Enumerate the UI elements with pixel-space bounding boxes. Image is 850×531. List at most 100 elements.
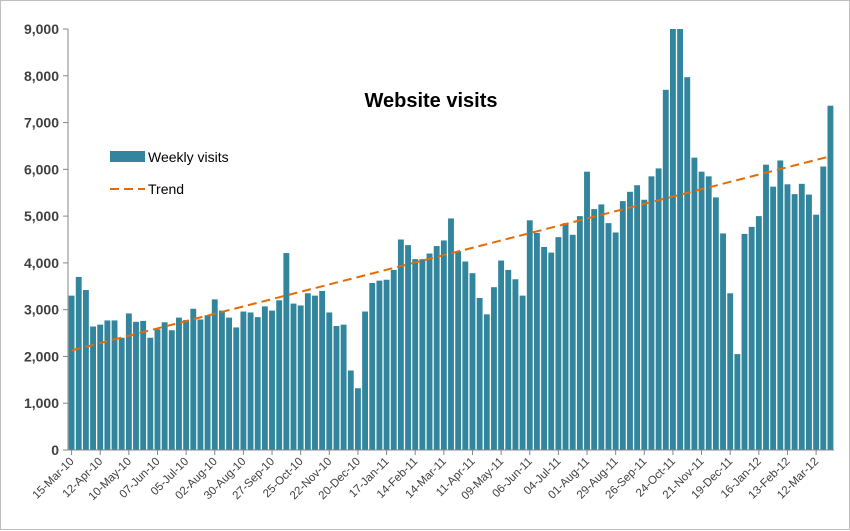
bar [104, 320, 111, 450]
bar [598, 204, 605, 450]
bar [634, 185, 641, 451]
y-tick-label: 2,000 [24, 348, 59, 364]
bar [462, 261, 469, 450]
bar [584, 171, 590, 451]
bar [218, 310, 225, 450]
bar [791, 194, 798, 450]
bar [440, 240, 447, 450]
bar [168, 330, 175, 450]
bar [383, 279, 390, 450]
bar [161, 322, 168, 450]
y-tick-label: 7,000 [24, 115, 59, 131]
bar [677, 29, 684, 450]
bar [133, 321, 139, 450]
bar [183, 319, 190, 450]
bar [426, 253, 433, 450]
bar [798, 183, 805, 450]
bar [734, 354, 741, 450]
bar [376, 280, 383, 450]
y-tick-label: 5,000 [24, 208, 59, 224]
bar [755, 216, 762, 450]
bar-series [68, 29, 834, 451]
bar [125, 313, 132, 450]
bar [147, 337, 154, 450]
bar [627, 191, 633, 451]
bar [763, 164, 769, 450]
bar [748, 226, 755, 450]
legend-label-weekly-visits: Weekly visits [148, 149, 229, 165]
bar [75, 276, 82, 450]
bar [784, 184, 791, 451]
y-tick-label: 6,000 [24, 161, 59, 177]
bar [648, 176, 655, 450]
legend-bar-swatch [110, 151, 145, 162]
bar [397, 239, 404, 450]
bar [705, 176, 712, 450]
bar [684, 77, 691, 451]
bar [455, 251, 462, 450]
bar [97, 324, 104, 450]
bar [813, 214, 820, 450]
bar [612, 232, 619, 450]
bar [533, 232, 540, 450]
bar [591, 209, 598, 450]
bar [319, 290, 326, 450]
y-tick-label: 1,000 [24, 395, 59, 411]
y-tick-label: 3,000 [24, 302, 59, 318]
bar [419, 259, 426, 450]
bar [505, 269, 512, 450]
bar [576, 216, 583, 450]
legend: Weekly visits Trend [101, 141, 247, 205]
bar [526, 220, 533, 450]
bar [90, 326, 96, 450]
bar [405, 245, 411, 450]
bar [247, 312, 254, 450]
bar [555, 237, 562, 450]
bar [641, 199, 648, 450]
bar [226, 317, 233, 450]
bar [297, 305, 304, 450]
bar [433, 246, 440, 450]
bar [691, 157, 698, 450]
bar [519, 295, 526, 450]
bar [712, 197, 719, 450]
axes [67, 29, 834, 451]
bar [390, 269, 397, 450]
bar [512, 279, 519, 450]
bar [820, 166, 827, 450]
bar [541, 246, 547, 450]
bar [662, 89, 669, 450]
bar [111, 320, 118, 450]
bar [283, 253, 290, 450]
bar [312, 295, 318, 450]
bar [176, 317, 182, 450]
bar [369, 283, 376, 450]
y-axis: 0 1,000 2,000 3,000 4,000 5,000 6,000 7,000 8,00… [24, 21, 68, 458]
bar [619, 201, 626, 450]
bar [498, 260, 505, 450]
bar [355, 388, 361, 450]
bar [491, 287, 497, 450]
y-tick-label: 9,000 [24, 21, 59, 37]
bar [326, 312, 333, 450]
bar [340, 324, 347, 450]
chart-title: Website visits [364, 90, 497, 112]
bar [362, 311, 369, 450]
bar [82, 290, 89, 450]
bar [469, 273, 476, 450]
bar [770, 186, 777, 450]
y-tick-label: 8,000 [24, 68, 59, 84]
bar [240, 311, 247, 450]
bar [669, 29, 676, 450]
bar [304, 293, 311, 450]
bar [806, 194, 812, 450]
bar [118, 337, 125, 450]
bar [347, 370, 354, 450]
bar [197, 319, 204, 450]
bar [140, 320, 147, 450]
bar [254, 317, 261, 450]
bar [412, 259, 419, 450]
y-tick-label: 4,000 [24, 255, 59, 271]
